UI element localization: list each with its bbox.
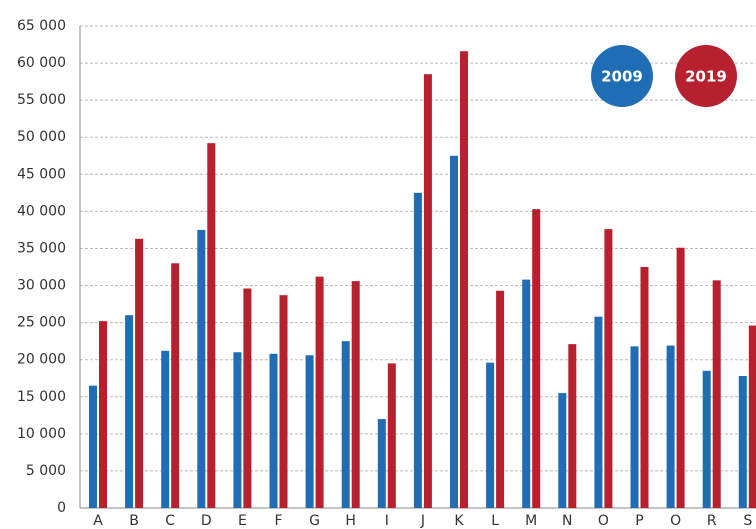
x-tick-label: J xyxy=(420,513,425,529)
bar xyxy=(89,385,97,508)
bar xyxy=(568,344,577,508)
bar xyxy=(496,290,505,508)
x-tick-label: E xyxy=(238,513,247,529)
y-tick-label: 35 000 xyxy=(17,240,66,256)
bar xyxy=(125,315,134,508)
bar xyxy=(269,353,278,508)
bar xyxy=(640,267,649,508)
x-tick-label: L xyxy=(491,513,499,529)
x-tick-label: O xyxy=(598,513,609,529)
bar xyxy=(171,263,180,508)
bar xyxy=(738,376,747,508)
bar xyxy=(630,346,639,508)
x-tick-label: D xyxy=(201,513,212,529)
bar xyxy=(702,370,711,508)
bar xyxy=(161,350,170,508)
bar xyxy=(135,238,144,508)
y-tick-label: 5 000 xyxy=(26,463,66,479)
x-tick-label: G xyxy=(309,513,320,529)
bar xyxy=(676,247,685,508)
legend-label: 2019 xyxy=(685,68,727,86)
bar xyxy=(423,74,432,508)
bar xyxy=(243,288,252,508)
bar xyxy=(666,345,675,508)
bar xyxy=(594,316,603,508)
x-tick-label: C xyxy=(165,513,175,529)
x-tick-label: O xyxy=(670,513,681,529)
x-tick-label: M xyxy=(525,513,537,529)
x-tick-label: F xyxy=(274,513,282,529)
y-tick-label: 40 000 xyxy=(17,203,66,219)
bar xyxy=(387,363,396,508)
bar xyxy=(341,341,350,508)
x-tick-label: A xyxy=(93,513,103,529)
bar xyxy=(413,192,422,508)
x-tick-label: I xyxy=(385,513,389,529)
y-tick-label: 0 xyxy=(57,500,66,516)
bar xyxy=(233,352,242,508)
bar xyxy=(522,279,531,508)
y-tick-label: 60 000 xyxy=(17,55,66,71)
y-tick-label: 15 000 xyxy=(17,389,66,405)
y-tick-label: 55 000 xyxy=(17,92,66,108)
x-tick-label: H xyxy=(345,513,356,529)
y-tick-label: 65 000 xyxy=(17,18,66,34)
x-tick-label: S xyxy=(743,513,752,529)
bar xyxy=(305,355,314,508)
bar xyxy=(460,51,468,508)
x-tick-label: N xyxy=(562,513,572,529)
y-tick-label: 10 000 xyxy=(17,426,66,442)
y-tick-label: 30 000 xyxy=(17,278,66,294)
legend-swatch xyxy=(591,45,653,107)
y-tick-label: 25 000 xyxy=(17,315,66,331)
bar xyxy=(207,143,216,508)
bar xyxy=(604,229,613,509)
y-tick-label: 45 000 xyxy=(17,166,66,182)
legend-swatch xyxy=(675,45,737,107)
bar xyxy=(532,209,541,508)
bar xyxy=(486,362,495,508)
x-tick-label: R xyxy=(707,513,717,529)
x-tick-label: K xyxy=(454,513,464,529)
bar xyxy=(197,229,206,508)
bar xyxy=(712,280,721,508)
bar xyxy=(351,281,360,508)
bar xyxy=(279,295,288,508)
bar xyxy=(748,325,756,508)
bar xyxy=(377,419,386,508)
y-tick-label: 50 000 xyxy=(17,129,66,145)
y-tick-label: 20 000 xyxy=(17,352,66,368)
bar xyxy=(558,393,567,508)
bar xyxy=(99,321,107,508)
x-tick-label: P xyxy=(635,513,643,529)
x-tick-label: B xyxy=(129,513,139,529)
bar xyxy=(450,155,458,508)
bar xyxy=(315,276,324,508)
legend-label: 2009 xyxy=(601,68,643,86)
